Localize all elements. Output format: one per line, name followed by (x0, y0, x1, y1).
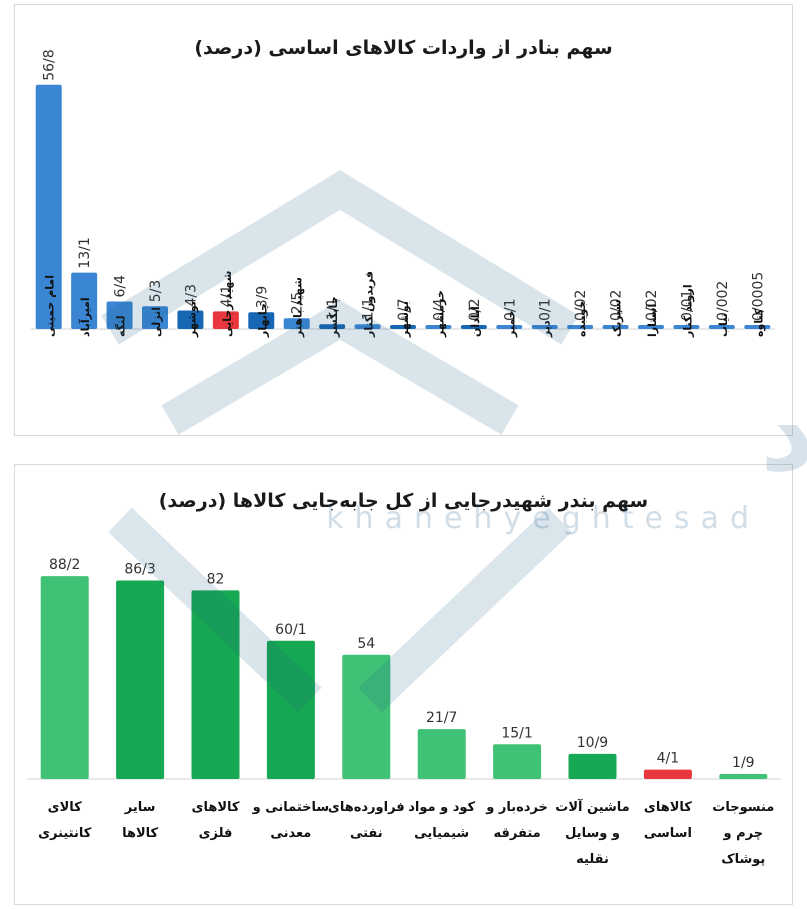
category-label: خرمشهر (433, 290, 446, 338)
bar (106, 301, 133, 329)
bar (248, 312, 275, 329)
chart-title: سهم بندر شهیدرجایی از کل جابه‌جایی کالاه… (158, 490, 649, 512)
data-label: 56/8 (42, 49, 58, 80)
category-label: امام خمینی (44, 275, 57, 337)
category-label: منسوجات چرم و پوشاک (712, 800, 774, 867)
bar (719, 774, 768, 779)
bar (708, 325, 735, 329)
category-label: کالای کانتینری (38, 800, 92, 841)
data-label: 4/1 (219, 285, 235, 308)
data-label: 1/1 (325, 298, 341, 321)
bar (40, 576, 89, 779)
category-label: کناوه (752, 308, 765, 337)
category-label: خرده‌بار و متفرقه (485, 800, 548, 841)
data-label: 10/9 (577, 735, 608, 751)
chart-title: سهم بنادر از واردات کالاهای اساسی (درصد) (194, 37, 613, 59)
category-label: نوشهر (185, 301, 198, 338)
category-label: لنگه (115, 315, 128, 337)
category-label: ماشین آلات و وسایل نقلیه (555, 798, 629, 867)
bar (212, 311, 239, 329)
category-label: چابکسر (327, 296, 340, 338)
data-label: 0/0005 (750, 272, 766, 321)
bar (643, 769, 692, 779)
data-label: 0/01 (679, 290, 695, 321)
data-label: 86/3 (124, 562, 155, 578)
data-label: 0/2 (467, 298, 483, 321)
bar (319, 324, 346, 329)
data-label: 82 (207, 571, 225, 587)
category-label: اروند کنار (681, 284, 694, 338)
bar (673, 325, 700, 329)
data-label: 88/2 (49, 557, 80, 573)
bar (35, 84, 62, 329)
data-label: 0/02 (609, 290, 625, 321)
bar (283, 318, 310, 329)
data-label: 15/1 (501, 725, 532, 741)
category-label: کالاهای فلزی (192, 800, 240, 841)
category-label: خمیر (504, 310, 517, 338)
data-label: 0/1 (502, 298, 518, 321)
category-label: انزلی (150, 307, 163, 337)
data-label: 4/1 (657, 751, 680, 767)
bar (460, 325, 487, 329)
category-label: چابهار (256, 303, 269, 338)
bar (266, 640, 315, 779)
category-label: امیرآباد (78, 297, 92, 337)
imports-share-chart-panel: سهم بنادر از واردات کالاهای اساسی (درصد)… (14, 4, 793, 436)
rajaee-share-chart: 88/2 کالای کانتینری 86/3 سایر کالاها 82 کالاهای… (27, 557, 781, 867)
data-label: 5/3 (148, 280, 164, 303)
category-label: کالاهای اساسی (644, 800, 692, 841)
bar (567, 325, 594, 329)
category-label: بوشهر (398, 301, 411, 338)
bar (191, 590, 240, 779)
data-label: 21/7 (426, 710, 457, 726)
data-label: 1/1 (361, 298, 377, 321)
bar (493, 744, 542, 779)
data-label: 6/4 (113, 275, 129, 298)
bar (417, 729, 466, 779)
data-label: 1/9 (732, 755, 755, 771)
data-label: 60/1 (275, 622, 306, 638)
rajaee-share-chart-panel: سهم بندر شهیدرجایی از کل جابه‌جایی کالاه… (14, 464, 793, 905)
category-label: شهید باهنر (292, 277, 305, 338)
data-label: 0/02 (644, 290, 660, 321)
bar (638, 325, 664, 329)
category-label: جویبده (575, 301, 588, 337)
bar (354, 324, 381, 329)
data-label: 54 (357, 636, 375, 652)
data-label: 3/9 (254, 286, 270, 309)
category-label: دیر (540, 320, 553, 338)
data-label: 0/1 (538, 298, 554, 321)
data-label: 0/002 (715, 281, 731, 321)
bar (342, 654, 391, 779)
category-label: فراورده‌های نفتی (328, 800, 405, 841)
imports-share-chart: 56/8 امام خمینی 13/1 امیرآباد 6/4 لنگه 5/3 انزل… (31, 49, 775, 338)
data-label: 2/5 (290, 292, 306, 315)
bar (744, 325, 771, 329)
bar (390, 325, 416, 329)
bar (496, 325, 523, 329)
category-label: سیریک (611, 299, 624, 337)
bar (425, 325, 452, 329)
data-label: 0/4 (431, 298, 447, 321)
bar (142, 306, 168, 329)
bar (71, 272, 98, 329)
category-label: آستارا (645, 303, 659, 337)
category-label: فریدون کنار (363, 271, 376, 338)
data-label: 0/7 (396, 298, 412, 321)
bar (602, 325, 629, 329)
category-label: کود و مواد شیمیایی (408, 800, 475, 841)
category-label: سایر کالاها (122, 800, 158, 841)
category-label: شهید رجایی (221, 271, 234, 337)
bar (531, 325, 558, 329)
bar (116, 580, 165, 779)
category-label: تیاب (717, 313, 730, 337)
data-label: 4/3 (183, 284, 199, 307)
category-label: ساختمانی و معدنی (252, 800, 330, 841)
data-label: 13/1 (77, 237, 93, 268)
data-label: 0/02 (573, 290, 589, 321)
category-label: آبادان (468, 306, 482, 337)
bar (177, 310, 204, 329)
bar (568, 753, 617, 779)
